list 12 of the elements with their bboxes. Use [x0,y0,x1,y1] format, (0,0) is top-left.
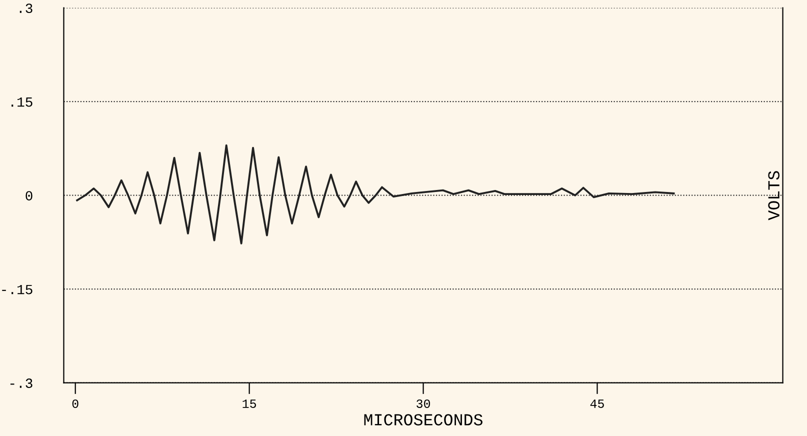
y-tick-label: -.15 [2,284,32,294]
y2-axis-title: VOLTS [768,171,780,220]
line-series [76,144,675,244]
y-tick-label: -.3 [10,378,32,388]
x-tick-label: 0 [72,399,78,408]
y-tick-label: 0 [26,191,32,200]
y-tick-label: .3 [20,4,32,14]
x-tick-label: 30 [416,399,430,408]
x-tick-label: 15 [242,400,256,408]
x-axis-title: MICROSECONDS [364,414,482,426]
x-tick-label: 45 [590,400,604,408]
y-tick-label: .15 [12,97,32,107]
